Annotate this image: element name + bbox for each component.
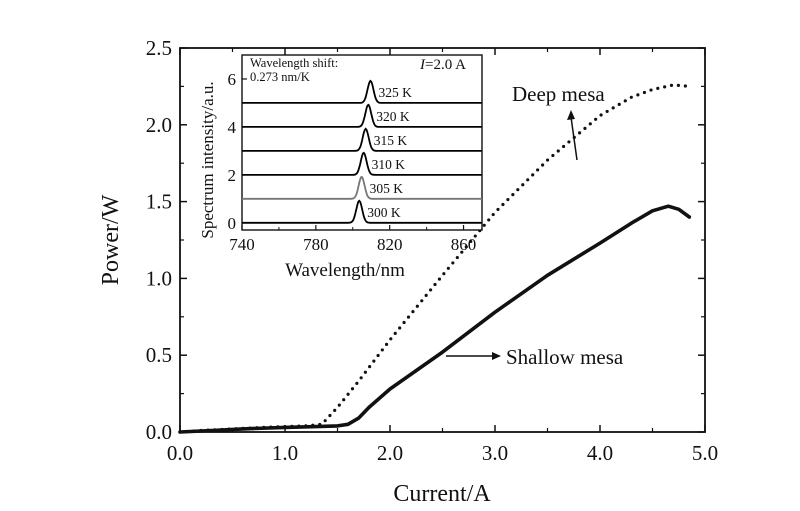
inset-temperature-label: 315 K <box>374 133 408 148</box>
y-tick-label: 1.5 <box>146 190 172 214</box>
inset-spectrum-plot: 740 780 820 860 0 2 4 6 300 K 305 K 310 K 315 K 320… <box>198 54 483 281</box>
shallow-mesa-line <box>178 204 692 434</box>
inset-y-tick-label: 4 <box>228 118 237 137</box>
x-tick-label: 2.0 <box>377 441 403 465</box>
inset-temperature-label: 305 K <box>370 181 404 196</box>
inset-temperature-label: 300 K <box>367 205 401 220</box>
deep-mesa-arrow-line <box>570 116 578 161</box>
inset-y-tick-label: 2 <box>228 166 237 185</box>
inset-y-axis-label: Spectrum intensity/a.u. <box>198 81 217 238</box>
y-tick-label: 0.0 <box>146 420 172 444</box>
deep-mesa-label: Deep mesa <box>512 82 605 106</box>
y-tick-label: 1.0 <box>146 266 172 290</box>
inset-temperature-label: 320 K <box>376 109 410 124</box>
x-tick-label: 0.0 <box>167 441 193 465</box>
inset-spectrum-310k <box>242 151 482 176</box>
inset-series-group: 300 K 305 K 310 K 315 K 320 K 325 K <box>242 79 482 224</box>
inset-spectrum-300k <box>242 199 482 224</box>
shallow-mesa-arrowhead <box>492 352 501 360</box>
shallow-mesa-label: Shallow mesa <box>506 345 624 369</box>
inset-y-tick-label: 6 <box>228 70 237 89</box>
x-axis-label: Current/A <box>393 481 491 507</box>
inset-spectrum-305k <box>242 175 482 200</box>
inset-shift-label: Wavelength shift: <box>250 56 338 70</box>
inset-axis-ticks: 740 780 820 860 0 2 4 6 <box>228 70 477 254</box>
inset-temperature-label: 310 K <box>372 157 406 172</box>
x-tick-label: 5.0 <box>692 441 718 465</box>
current-symbol: I <box>419 57 426 73</box>
inset-temperature-label: 325 K <box>378 85 412 100</box>
inset-shift-value: 0.273 nm/K <box>250 70 310 84</box>
y-axis-label: Power/W <box>98 194 124 285</box>
main-axis-ticks: 0.0 1.0 2.0 3.0 4.0 5.0 0.0 0.5 1.0 1.5 2.0 2.5 <box>146 36 718 465</box>
main-series-group <box>178 83 692 434</box>
inset-current-label: I=2.0 A <box>419 57 466 73</box>
y-tick-label: 0.5 <box>146 343 172 367</box>
x-tick-label: 1.0 <box>272 441 298 465</box>
inset-x-tick-label: 780 <box>303 235 329 254</box>
inset-x-tick-label: 860 <box>451 235 477 254</box>
x-tick-label: 3.0 <box>482 441 508 465</box>
inset-spectrum-320k <box>242 103 482 128</box>
x-tick-label: 4.0 <box>587 441 613 465</box>
deep-mesa-line <box>178 83 691 434</box>
inset-y-tick-label: 0 <box>228 214 237 233</box>
deep-mesa-arrowhead <box>567 110 575 120</box>
inset-x-axis-label: Wavelength/nm <box>285 260 405 281</box>
inset-x-tick-label: 740 <box>229 235 255 254</box>
inset-spectrum-315k <box>242 127 482 152</box>
inset-spectrum-325k <box>242 79 482 104</box>
y-tick-label: 2.5 <box>146 36 172 60</box>
y-tick-label: 2.0 <box>146 113 172 137</box>
current-value: =2.0 A <box>425 57 466 73</box>
inset-x-tick-label: 820 <box>377 235 403 254</box>
